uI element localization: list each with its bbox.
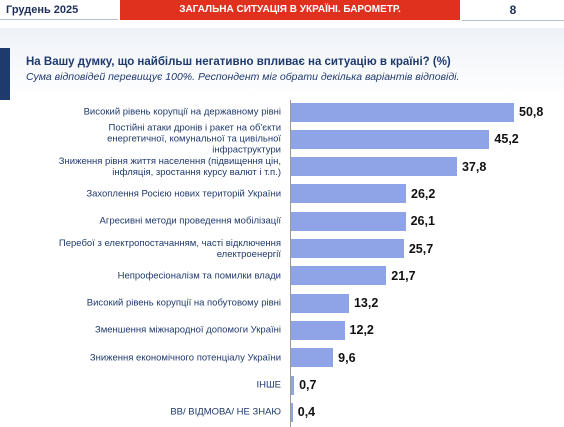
category-label: Перебої з електропостачанням, часті відк… [58, 237, 281, 260]
value-label: 26,2 [411, 186, 436, 201]
value-label: 0,7 [299, 378, 317, 392]
bar [291, 348, 334, 368]
category-label: Непрофесіоналізм та помилки влади [117, 270, 281, 282]
chart-title: На Вашу думку, що найбільш негативно впл… [26, 56, 451, 68]
category-label: Зниження рівня життя населення (підвищен… [58, 155, 281, 178]
bar [291, 375, 295, 395]
bar [291, 266, 387, 286]
value-label: 26,1 [410, 214, 435, 229]
bar [291, 102, 514, 122]
value-label: 45,2 [494, 132, 519, 147]
title-panel [0, 28, 564, 100]
category-label: Зниження економічного потенціалу України [89, 352, 281, 364]
value-label: 25,7 [408, 241, 434, 256]
bar [291, 320, 345, 340]
category-label: ІНШЕ [256, 379, 281, 391]
value-label: 9,6 [338, 350, 356, 365]
header-date: Грудень 2025 [0, 0, 118, 20]
value-label: 37,8 [461, 159, 487, 174]
bar [291, 239, 404, 258]
accent-stripe [0, 48, 10, 100]
axis-line [290, 100, 291, 427]
value-label: 13,2 [353, 296, 379, 311]
chart-subtitle: Сума відповідей перевищує 100%. Респонде… [26, 71, 460, 83]
bar [291, 293, 349, 313]
category-label: Зменшення міжнародної допомоги Україні [94, 324, 281, 336]
category-label: Високий рівень корупції на побутовому рі… [86, 297, 281, 309]
header-section: ЗАГАЛЬНА СИТУАЦІЯ В УКРАЇНІ. БАРОМЕТР. [120, 0, 460, 20]
category-label: ВВ/ ВІДМОВА/ НЕ ЗНАЮ [170, 406, 281, 418]
bar [291, 184, 407, 204]
bar [291, 211, 406, 231]
value-label: 0,4 [297, 405, 316, 420]
value-label: 21,7 [391, 268, 416, 283]
category-label: Високий рівень корупції на державному рі… [83, 106, 281, 118]
category-label: Агресивні методи проведення мобілізації [99, 215, 281, 227]
page-number: 8 [462, 0, 564, 21]
category-label: Постійні атаки дронів і ракет на об'єкти… [107, 122, 281, 156]
value-label: 50,8 [519, 105, 544, 119]
bar [291, 157, 457, 177]
bar [291, 129, 490, 149]
bar [291, 402, 293, 422]
value-label: 12,2 [349, 323, 374, 338]
category-label: Захоплення Росією нових територій Україн… [86, 188, 281, 200]
